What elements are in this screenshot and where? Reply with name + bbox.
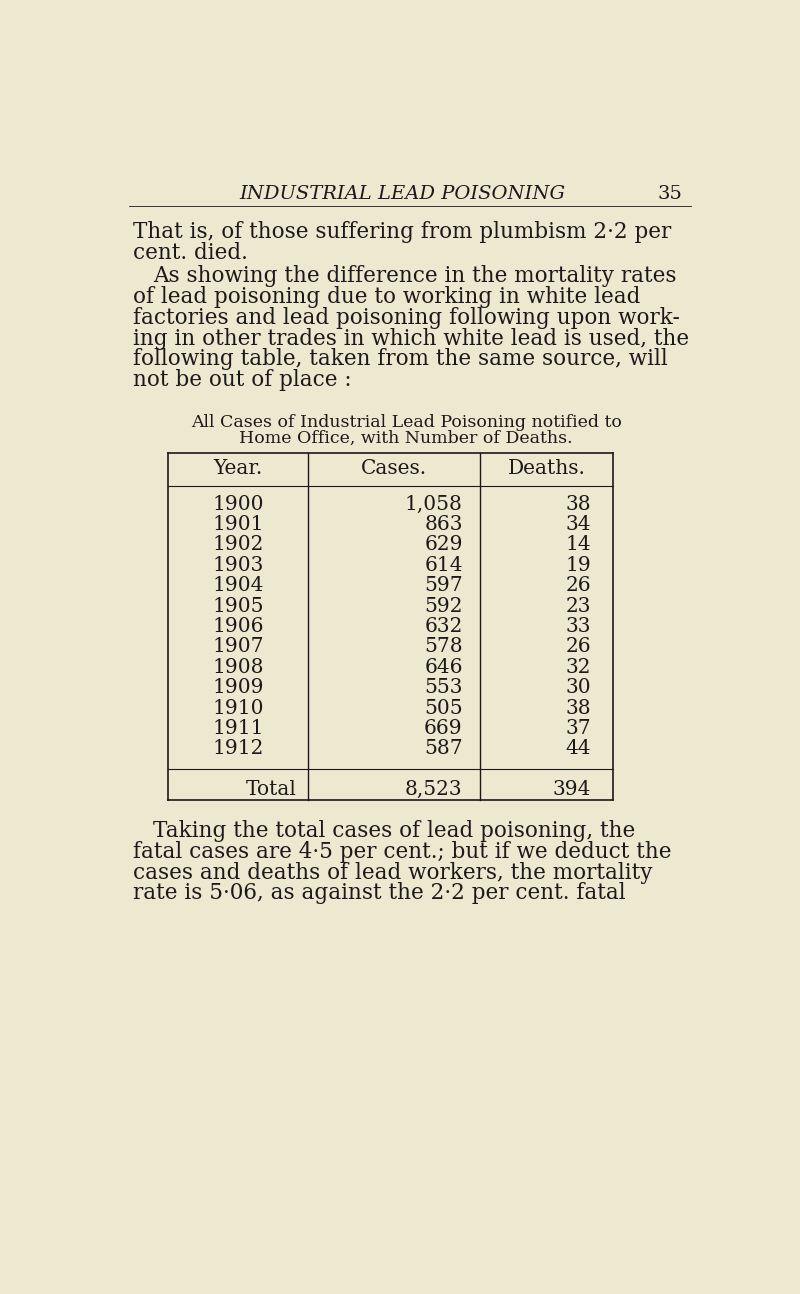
Text: factories and lead poisoning following upon work-: factories and lead poisoning following u… bbox=[133, 307, 679, 329]
Text: 1910: 1910 bbox=[212, 699, 264, 718]
Text: 1908: 1908 bbox=[212, 657, 264, 677]
Text: 38: 38 bbox=[566, 494, 591, 514]
Text: 863: 863 bbox=[424, 515, 462, 534]
Text: 597: 597 bbox=[424, 576, 462, 595]
Text: That is, of those suffering from plumbism 2·2 per: That is, of those suffering from plumbis… bbox=[133, 221, 670, 243]
Text: 592: 592 bbox=[424, 597, 462, 616]
Text: Taking the total cases of lead poisoning, the: Taking the total cases of lead poisoning… bbox=[153, 820, 635, 842]
Text: 1903: 1903 bbox=[212, 556, 264, 575]
Text: 35: 35 bbox=[657, 185, 682, 203]
Text: Total: Total bbox=[246, 780, 297, 798]
Text: 1905: 1905 bbox=[212, 597, 264, 616]
Text: 37: 37 bbox=[566, 719, 591, 738]
Text: cent. died.: cent. died. bbox=[133, 242, 247, 264]
Text: 8,523: 8,523 bbox=[405, 780, 462, 798]
Text: All Cases of Industrial Lead Poisoning notified to: All Cases of Industrial Lead Poisoning n… bbox=[190, 414, 622, 431]
Text: 38: 38 bbox=[566, 699, 591, 718]
Text: 614: 614 bbox=[424, 556, 462, 575]
Text: 1,058: 1,058 bbox=[405, 494, 462, 514]
Text: rate is 5·06, as against the 2·2 per cent. fatal: rate is 5·06, as against the 2·2 per cen… bbox=[133, 883, 625, 905]
Text: not be out of place :: not be out of place : bbox=[133, 369, 351, 391]
Text: Year.: Year. bbox=[214, 459, 262, 479]
Text: 578: 578 bbox=[424, 638, 462, 656]
Text: 1906: 1906 bbox=[212, 617, 264, 637]
Text: 19: 19 bbox=[566, 556, 591, 575]
Text: 14: 14 bbox=[566, 536, 591, 554]
Text: fatal cases are 4·5 per cent.; but if we deduct the: fatal cases are 4·5 per cent.; but if we… bbox=[133, 841, 671, 863]
Text: following table, taken from the same source, will: following table, taken from the same sou… bbox=[133, 348, 667, 370]
Text: 1907: 1907 bbox=[212, 638, 264, 656]
Text: 1902: 1902 bbox=[212, 536, 264, 554]
Text: 26: 26 bbox=[566, 638, 591, 656]
Text: 26: 26 bbox=[566, 576, 591, 595]
Text: 30: 30 bbox=[566, 678, 591, 697]
Text: 669: 669 bbox=[424, 719, 462, 738]
Text: Deaths.: Deaths. bbox=[507, 459, 586, 479]
Text: 629: 629 bbox=[424, 536, 462, 554]
Text: 44: 44 bbox=[566, 739, 591, 758]
Text: 1911: 1911 bbox=[212, 719, 264, 738]
Text: 34: 34 bbox=[566, 515, 591, 534]
Text: 1901: 1901 bbox=[212, 515, 264, 534]
Text: 1900: 1900 bbox=[212, 494, 264, 514]
Text: 394: 394 bbox=[553, 780, 591, 798]
Text: 1909: 1909 bbox=[212, 678, 264, 697]
Text: As showing the difference in the mortality rates: As showing the difference in the mortali… bbox=[153, 265, 676, 287]
Text: 587: 587 bbox=[424, 739, 462, 758]
Text: 632: 632 bbox=[424, 617, 462, 637]
Text: cases and deaths of lead workers, the mortality: cases and deaths of lead workers, the mo… bbox=[133, 862, 652, 884]
Text: 32: 32 bbox=[566, 657, 591, 677]
Text: INDUSTRIAL LEAD POISONING: INDUSTRIAL LEAD POISONING bbox=[239, 185, 566, 203]
Text: ing in other trades in which white lead is used, the: ing in other trades in which white lead … bbox=[133, 327, 689, 349]
Text: 1912: 1912 bbox=[212, 739, 264, 758]
Text: Home Office, with Number of Deaths.: Home Office, with Number of Deaths. bbox=[239, 430, 573, 446]
Text: of lead poisoning due to working in white lead: of lead poisoning due to working in whit… bbox=[133, 286, 640, 308]
Text: 1904: 1904 bbox=[212, 576, 264, 595]
Text: 553: 553 bbox=[424, 678, 462, 697]
Text: 23: 23 bbox=[566, 597, 591, 616]
Text: 505: 505 bbox=[424, 699, 462, 718]
Text: 646: 646 bbox=[424, 657, 462, 677]
Text: Cases.: Cases. bbox=[361, 459, 426, 479]
Text: 33: 33 bbox=[566, 617, 591, 637]
